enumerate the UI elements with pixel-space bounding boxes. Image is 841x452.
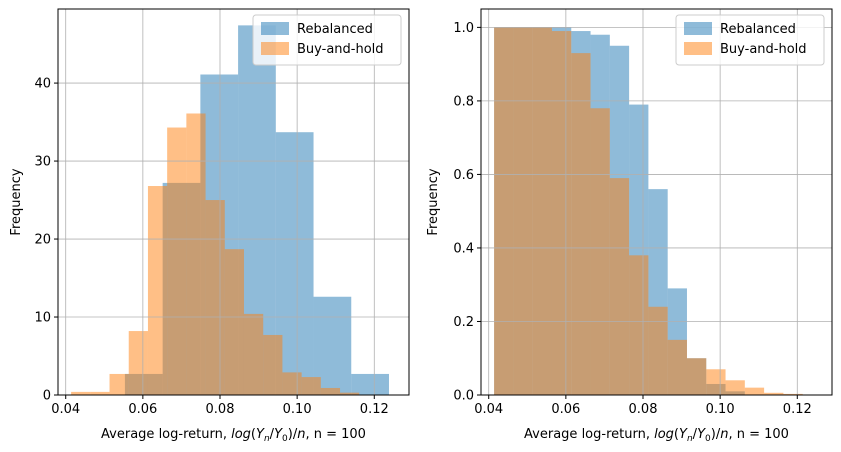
chart-2-bar (764, 392, 784, 395)
chart-2-bar (744, 387, 765, 395)
chart-1-xtick-label: 0.06 (128, 402, 157, 417)
chart-2-bar (725, 380, 745, 395)
chart-2-ytick-label: 0.6 (453, 168, 474, 183)
chart-2-x-axis-label: Average log-return, log(Yn/Y0)/n, n = 10… (524, 427, 789, 444)
chart-2-bar (706, 369, 726, 395)
chart-1-legend-label: Rebalanced (297, 22, 373, 37)
chart-2-y-axis-label: Frequency (426, 168, 441, 235)
chart-1-xtick-label: 0.04 (51, 402, 80, 417)
chart-2-legend-swatch (684, 22, 712, 35)
chart-2-bar (686, 358, 707, 395)
chart-1-xtick-label: 0.12 (360, 402, 389, 417)
chart-1-bar (340, 392, 360, 395)
chart-2-ytick-label: 0.0 (453, 389, 474, 404)
chart-2: 0.04 0.06 0.08 0.10 0.12 0.0 0.2 0.4 0.6 0.8 1.0 Av… (426, 8, 833, 444)
chart-2-xtick-label: 0.06 (551, 402, 580, 417)
chart-1-bar (263, 334, 283, 395)
chart-1-legend-box (252, 14, 402, 66)
chart-1-bar (320, 387, 341, 395)
chart-2-bar (648, 306, 668, 395)
chart-1-xtick-label: 0.10 (283, 402, 312, 417)
chart-1-bar (109, 373, 129, 395)
chart-1-ytick-label: 30 (34, 155, 51, 170)
chart-2-ytick-label: 0.2 (453, 315, 474, 330)
chart-2-legend-swatch (684, 42, 712, 55)
chart-1-x-axis-label: Average log-return, log(Yn/Y0)/n, n = 10… (101, 427, 366, 444)
chart-1-legend: Rebalanced Buy-and-hold (252, 14, 402, 66)
chart-1-bar (128, 331, 148, 395)
chart-1-legend-swatch (261, 42, 289, 55)
chart-1-bar (282, 372, 302, 395)
chart-2-legend-label: Rebalanced (720, 22, 796, 37)
chart-2-bar (551, 31, 572, 396)
chart-1-grid (58, 9, 409, 396)
chart-2-bar (590, 108, 610, 395)
chart-2-bar (513, 27, 533, 396)
chart-2-series-buy-and-hold (494, 27, 822, 396)
chart-2-ytick-label: 0.4 (453, 241, 474, 256)
chart-1-ytick-label: 10 (34, 311, 51, 326)
chart-1-bar (205, 200, 225, 395)
chart-1-bar (167, 127, 187, 395)
chart-1-bar (301, 377, 321, 395)
chart-2-xtick-label: 0.04 (474, 402, 503, 417)
chart-1-legend-label: Buy-and-hold (297, 42, 384, 57)
chart-1-bar (71, 391, 91, 395)
chart-2-legend-label: Buy-and-hold (720, 42, 807, 57)
chart-2-bar (667, 339, 687, 395)
chart-1-bar (224, 249, 244, 395)
chart-2-bar (571, 53, 591, 395)
chart-2-bar (629, 255, 649, 395)
chart-2-xtick-label: 0.10 (706, 402, 735, 417)
chart-1-bar (243, 313, 264, 395)
chart-1-bar (186, 113, 206, 396)
chart-2-bar (532, 27, 552, 396)
chart-1-bar (351, 373, 389, 395)
chart-2-bar (494, 27, 514, 396)
chart-2-ytick-label: 1.0 (453, 21, 474, 36)
chart-2-xtick-label: 0.12 (783, 402, 812, 417)
chart-1-xtick-label: 0.08 (206, 402, 235, 417)
chart-2-legend: Rebalanced Buy-and-hold (675, 14, 825, 66)
chart-1-ytick-label: 40 (34, 77, 51, 92)
chart-2-legend-box (675, 14, 825, 66)
chart-1-y-axis-label: Frequency (9, 168, 24, 235)
chart-1-legend-swatch (261, 22, 289, 35)
chart-2-bar (783, 393, 803, 395)
chart-1-ytick-label: 20 (34, 233, 51, 248)
chart-2-axes-frame (480, 8, 833, 396)
chart-2-xtick-label: 0.08 (629, 402, 658, 417)
chart-1: 0.04 0.06 0.08 0.10 0.12 0 10 20 30 40 Average log… (9, 8, 410, 444)
chart-1-ytick-label: 0 (43, 389, 51, 404)
chart-1-bar (90, 391, 110, 395)
chart-2-bar (609, 178, 630, 395)
chart-1-bar (147, 186, 168, 395)
chart-1-axes-frame (57, 8, 410, 396)
chart-2-ytick-label: 0.8 (453, 94, 474, 109)
